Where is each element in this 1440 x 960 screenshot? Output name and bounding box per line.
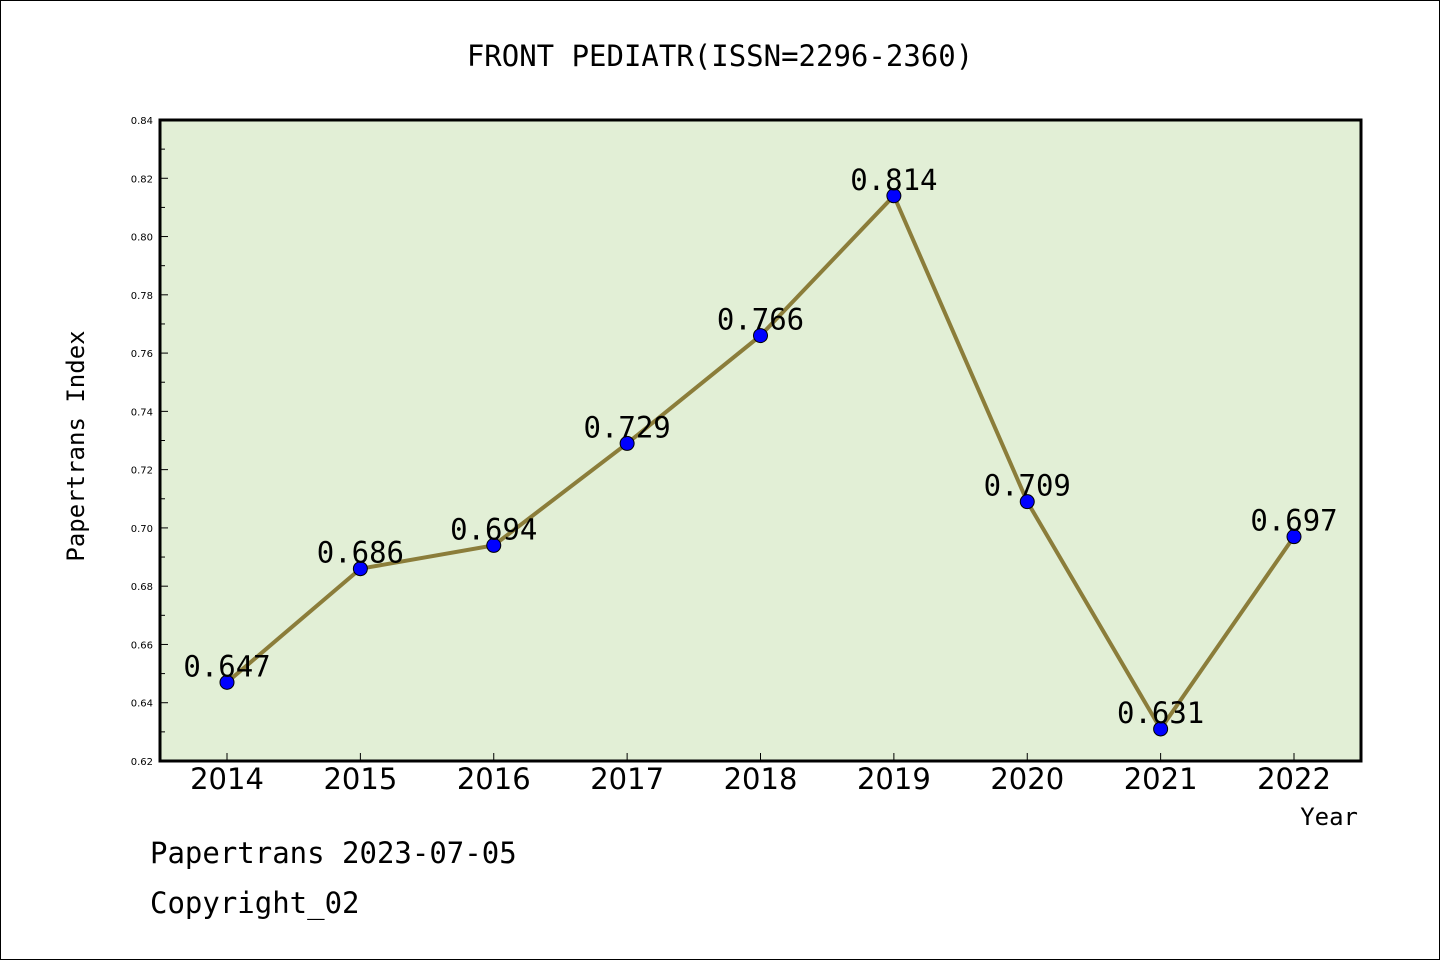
x-tick-label: 2019 (857, 762, 931, 796)
chart-title: FRONT PEDIATR(ISSN=2296-2360) (467, 39, 973, 73)
data-point (1019, 494, 1035, 510)
data-label: 0.694 (450, 512, 537, 546)
y-tick-label: 0.68 (131, 582, 153, 593)
y-tick-label: 0.62 (131, 757, 153, 768)
y-tick-label: 0.76 (131, 349, 153, 360)
series-line-group (219, 188, 1302, 737)
y-tick-label: 0.72 (131, 466, 153, 477)
x-tick-label: 2022 (1257, 762, 1331, 796)
data-label: 0.647 (183, 649, 270, 683)
data-point (352, 561, 368, 577)
y-tick-label: 0.74 (131, 407, 153, 418)
data-label: 0.709 (984, 469, 1071, 503)
data-point (219, 674, 235, 690)
data-point (886, 188, 902, 204)
y-tick-label: 0.70 (131, 524, 153, 535)
footer-copyright: Copyright_02 (150, 886, 360, 920)
plot-area (158, 118, 1363, 763)
y-tick-label: 0.84 (131, 116, 153, 127)
y-axis: 0.62 0.64 0.66 0.68 0.70 0.72 0.74 0.76 0.78 0.80… (131, 116, 168, 768)
x-axis: 2014 2015 2016 2017 2018 2019 2020 2021 2022 (190, 753, 1331, 796)
data-label: 0.697 (1250, 504, 1337, 538)
data-label: 0.766 (717, 303, 804, 337)
x-axis-label: Year (1300, 803, 1358, 831)
y-tick-label: 0.82 (131, 174, 153, 185)
x-tick-label: 2021 (1124, 762, 1198, 796)
data-label: 0.631 (1117, 696, 1204, 730)
data-point (1286, 529, 1302, 545)
y-tick-label: 0.80 (131, 233, 153, 244)
data-label: 0.686 (317, 536, 404, 570)
data-label: 0.729 (583, 410, 670, 444)
footer-date: Papertrans 2023-07-05 (150, 836, 517, 870)
y-axis-label: Papertrans Index (62, 330, 90, 561)
x-tick-label: 2020 (990, 762, 1064, 796)
x-tick-label: 2018 (724, 762, 798, 796)
y-tick-label: 0.66 (131, 640, 153, 651)
y-tick-label: 0.64 (131, 699, 153, 710)
data-point (1153, 721, 1169, 737)
y-tick-label: 0.78 (131, 291, 153, 302)
data-point (486, 537, 502, 553)
data-point (753, 328, 768, 344)
x-tick-label: 2017 (590, 762, 664, 796)
data-label: 0.814 (850, 163, 937, 197)
x-tick-label: 2014 (190, 762, 264, 796)
data-point (619, 435, 635, 451)
data-label-group: 0.647 0.686 0.694 0.729 0.766 0.814 0.709 0.631… (183, 163, 1337, 730)
x-tick-label: 2016 (457, 762, 531, 796)
x-tick-label: 2015 (323, 762, 397, 796)
